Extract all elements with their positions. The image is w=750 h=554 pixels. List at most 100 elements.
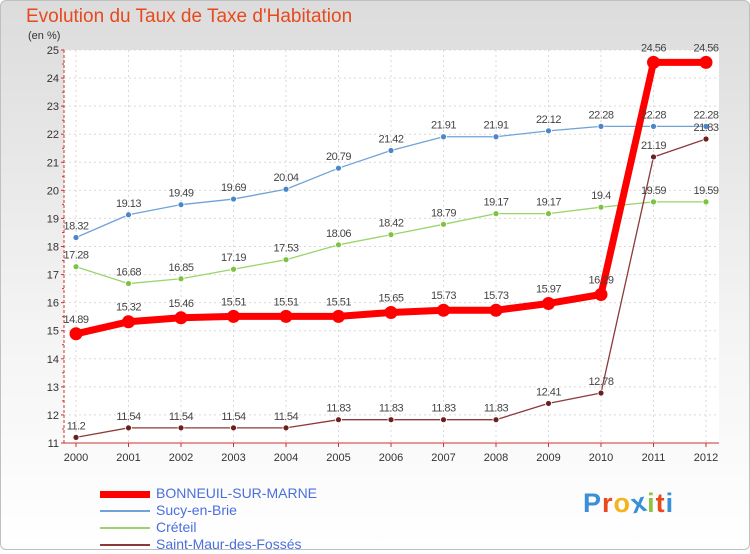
x-tick-label: 2005 bbox=[326, 452, 350, 464]
y-tick-label: 12 bbox=[47, 410, 59, 422]
x-tick-label: 2007 bbox=[431, 452, 455, 464]
data-label-2: 19.4 bbox=[591, 190, 611, 202]
data-point-3 bbox=[545, 400, 552, 407]
data-point-2 bbox=[335, 241, 342, 249]
logo-letter: t bbox=[655, 488, 666, 518]
data-label-2: 17.53 bbox=[273, 243, 298, 255]
logo-letter: P bbox=[583, 488, 603, 518]
data-point-1 bbox=[335, 164, 342, 172]
data-label-1: 22.28 bbox=[641, 109, 666, 121]
data-label-1: 19.49 bbox=[168, 188, 193, 200]
data-point-1 bbox=[650, 122, 657, 130]
legend-swatch bbox=[100, 544, 150, 546]
data-label-3: 11.2 bbox=[67, 420, 86, 432]
data-point-0 bbox=[437, 303, 450, 317]
legend-label: Sucy-en-Brie bbox=[156, 502, 237, 518]
data-point-0 bbox=[122, 315, 135, 329]
data-point-3 bbox=[440, 416, 447, 424]
x-tick-label: 2010 bbox=[589, 452, 613, 464]
data-point-2 bbox=[545, 210, 552, 218]
data-point-2 bbox=[650, 198, 657, 206]
data-label-2: 19.59 bbox=[641, 185, 666, 197]
data-label-0: 24.56 bbox=[693, 42, 718, 54]
data-label-1: 21.91 bbox=[431, 120, 456, 132]
data-label-1: 19.69 bbox=[221, 182, 246, 194]
data-point-1 bbox=[702, 122, 710, 130]
data-label-1: 22.28 bbox=[693, 109, 718, 121]
data-point-0 bbox=[69, 327, 83, 341]
data-point-2 bbox=[387, 231, 395, 239]
x-tick-label: 2000 bbox=[64, 452, 88, 464]
data-point-3 bbox=[492, 416, 500, 424]
chart-unit: (en %) bbox=[28, 30, 61, 42]
logo-letter: o bbox=[613, 488, 632, 518]
data-point-3 bbox=[335, 416, 342, 424]
y-tick-label: 15 bbox=[47, 326, 59, 338]
data-point-2 bbox=[282, 256, 290, 264]
data-label-0: 15.51 bbox=[221, 296, 246, 308]
data-label-0: 15.65 bbox=[378, 292, 403, 304]
data-point-0 bbox=[384, 305, 398, 319]
data-label-3: 21.83 bbox=[693, 122, 718, 134]
data-point-1 bbox=[282, 185, 290, 193]
x-tick-label: 2002 bbox=[169, 452, 193, 464]
y-tick-label: 11 bbox=[48, 438, 59, 450]
y-tick-label: 18 bbox=[47, 242, 59, 254]
y-tick-label: 14 bbox=[47, 354, 59, 366]
logo-letter: r bbox=[602, 488, 614, 518]
data-point-0 bbox=[489, 303, 503, 317]
data-label-1: 18.32 bbox=[63, 221, 88, 233]
data-point-1 bbox=[125, 211, 132, 219]
data-point-0 bbox=[332, 309, 345, 323]
data-label-2: 17.28 bbox=[63, 250, 88, 262]
data-point-2 bbox=[597, 203, 605, 211]
data-point-0 bbox=[594, 288, 608, 302]
data-label-3: 11.54 bbox=[116, 411, 141, 423]
data-label-2: 18.42 bbox=[378, 218, 403, 230]
data-label-0: 14.89 bbox=[63, 314, 88, 326]
data-point-1 bbox=[597, 122, 605, 130]
data-label-1: 21.42 bbox=[378, 133, 403, 145]
y-tick-label: 19 bbox=[47, 213, 59, 225]
data-label-2: 16.85 bbox=[168, 262, 193, 274]
data-point-3 bbox=[72, 433, 80, 441]
data-point-3 bbox=[650, 153, 657, 161]
y-tick-label: 13 bbox=[47, 382, 59, 394]
y-tick-label: 24 bbox=[47, 73, 59, 85]
legend-label: BONNEUIL-SUR-MARNE bbox=[156, 485, 318, 501]
data-label-0: 15.51 bbox=[326, 296, 351, 308]
data-point-0 bbox=[227, 309, 240, 323]
y-tick-label: 21 bbox=[47, 157, 59, 169]
data-label-0: 16.29 bbox=[588, 275, 613, 287]
data-point-2 bbox=[230, 265, 237, 273]
data-label-3: 11.83 bbox=[431, 403, 456, 415]
data-label-0: 15.97 bbox=[536, 283, 561, 295]
y-tick-label: 23 bbox=[47, 101, 59, 113]
data-label-2: 18.06 bbox=[326, 228, 351, 240]
data-label-1: 19.13 bbox=[116, 198, 141, 210]
x-tick-label: 2008 bbox=[484, 452, 508, 464]
data-label-0: 15.46 bbox=[168, 298, 193, 310]
data-point-1 bbox=[440, 133, 447, 141]
y-tick-label: 20 bbox=[47, 185, 59, 197]
data-point-2 bbox=[177, 275, 185, 283]
data-point-1 bbox=[177, 201, 185, 209]
data-label-0: 15.73 bbox=[483, 290, 508, 302]
chart-title: Evolution du Taux de Taxe d'Habitation bbox=[26, 6, 353, 27]
data-point-2 bbox=[702, 198, 710, 206]
legend-label: Saint-Maur-des-Fossés bbox=[156, 536, 302, 552]
data-point-2 bbox=[72, 263, 80, 271]
data-label-3: 11.83 bbox=[326, 403, 351, 415]
data-point-2 bbox=[440, 220, 447, 228]
data-label-2: 16.68 bbox=[116, 267, 141, 279]
data-label-3: 11.83 bbox=[379, 403, 404, 415]
data-label-2: 18.79 bbox=[431, 207, 456, 219]
data-point-1 bbox=[72, 234, 80, 241]
data-label-2: 17.19 bbox=[221, 252, 246, 264]
logo-letter: i bbox=[647, 488, 656, 518]
x-tick-label: 2006 bbox=[379, 452, 403, 464]
x-tick-label: 2001 bbox=[116, 452, 140, 464]
data-label-3: 12.41 bbox=[536, 386, 561, 398]
data-label-0: 15.32 bbox=[116, 302, 141, 314]
